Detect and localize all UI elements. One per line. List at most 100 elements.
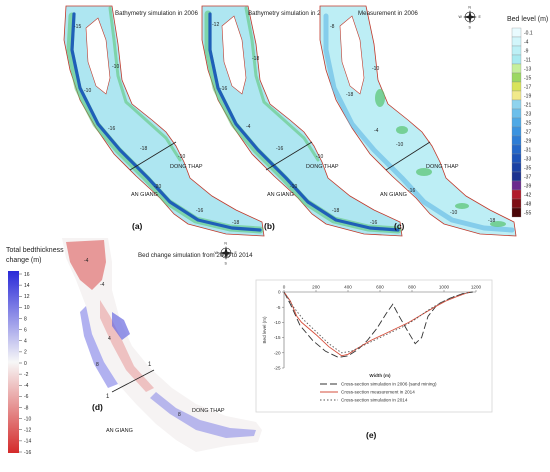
panel-b-title: Bathymetry simulation in 2014	[248, 10, 331, 17]
panel-d-label-dong-thap: DONG THAP	[192, 408, 225, 414]
chart-y-tick-label: -20	[274, 350, 281, 355]
panel-c-shoal	[375, 89, 385, 107]
thickness-tick-label: -8	[24, 405, 29, 411]
bed-level-label: -17	[524, 84, 531, 90]
bed-level-swatch	[512, 172, 521, 181]
panel-b-contour-label: -16	[220, 86, 227, 92]
bed-level-label: -48	[524, 201, 531, 207]
bed-level-label: -19	[524, 93, 531, 99]
panel-b-label-an-giang: AN GIANG	[267, 192, 294, 198]
thickness-legend-title-line-1: Total bedthickness	[6, 247, 64, 254]
bed-level-label: -42	[524, 192, 531, 198]
panel-c-contour-label: -18	[488, 218, 495, 224]
panel-d-section-start: 1	[106, 394, 110, 400]
panel-b-contour-label: -10	[290, 184, 297, 190]
panel-a-contour-label: -18	[232, 220, 239, 226]
thickness-tick-label: 10	[24, 305, 30, 311]
chart-y-axis-label: Bed level (m)	[262, 316, 267, 344]
bed-level-swatch	[512, 73, 521, 82]
panel-d-section-end: 1	[148, 362, 152, 368]
thickness-tick-label: -2	[24, 372, 29, 378]
chart-legend-label: Cross-section simulation in 2006 (sand m…	[341, 382, 437, 387]
panel-c-title: Measurement in 2006	[358, 10, 418, 17]
thickness-tick-label: 12	[24, 294, 30, 300]
thickness-tick-label: 0	[24, 361, 27, 367]
panel-c-contour-label: -8	[330, 24, 335, 30]
bed-level-label: -55	[524, 210, 531, 216]
panel-a-title: Bathymetry simulation in 2006	[115, 10, 198, 17]
panel-c-contour-label: -4	[374, 128, 379, 134]
chart-x-tick-label: 1000	[439, 285, 450, 290]
bed-level-swatch	[512, 136, 521, 145]
panel-b-contour-label: -12	[212, 22, 219, 28]
thickness-tick-label: 4	[24, 339, 27, 345]
bed-level-swatch	[512, 145, 521, 154]
bed-level-label: -39	[524, 183, 531, 189]
bed-level-label: -0.1	[524, 30, 533, 36]
chart-x-tick-label: 800	[408, 285, 416, 290]
compass-needle-icon	[463, 10, 477, 24]
panel-c-letter: (c)	[394, 221, 405, 231]
bed-level-label: -33	[524, 156, 531, 162]
bed-level-swatch	[512, 190, 521, 199]
chart-y-tick-label: -5	[276, 305, 281, 310]
panel-e-letter: (e)	[366, 430, 377, 440]
compass-rose-upper: N S E W	[459, 6, 482, 30]
panel-b-letter: (b)	[264, 221, 275, 231]
bed-level-swatch	[512, 154, 521, 163]
thickness-tick-label: 14	[24, 283, 30, 289]
bed-level-swatch	[512, 64, 521, 73]
panel-a-contour-label: -10	[84, 88, 91, 94]
panel-a-contour-label: -20	[154, 184, 161, 190]
panel-d-contour-label: -4	[84, 258, 89, 264]
panel-d-label-an-giang: AN GIANG	[106, 428, 133, 434]
thickness-legend-colorbar	[8, 271, 19, 453]
chart-x-tick-label: 600	[376, 285, 384, 290]
panel-d-letter: (d)	[92, 402, 103, 412]
bed-level-label: -25	[524, 120, 531, 126]
thickness-tick-label: -16	[24, 450, 31, 456]
thickness-legend-title-line-2: change (m)	[6, 257, 41, 264]
bed-level-swatch	[512, 82, 521, 91]
chart-legend-label: Cross-section measurement in 2014	[341, 390, 415, 395]
panel-b-contour-label: -16	[370, 220, 377, 226]
compass-north: N	[224, 242, 227, 246]
thickness-tick-label: 2	[24, 350, 27, 356]
chart-x-tick-label: 400	[344, 285, 352, 290]
panel-a-title-text: Bathymetry simulation in 2006	[115, 10, 198, 17]
bed-level-label: -37	[524, 174, 531, 180]
thickness-tick-label: 16	[24, 272, 30, 278]
chart-y-tick-label: 0	[278, 290, 281, 295]
panel-b-contour-label: -16	[276, 146, 283, 152]
bed-level-label: -13	[524, 66, 531, 72]
panel-a-contour-label: -10	[178, 154, 185, 160]
panel-c-contour-label: -16	[408, 188, 415, 194]
thickness-legend: Total bedthickness change (m) 1614121086…	[6, 247, 64, 456]
panel-c-label-dong-thap: DONG THAP	[426, 164, 459, 170]
bed-level-label: -4	[524, 39, 529, 45]
chart-y-tick-label: -25	[274, 366, 281, 371]
panel-a-contour-label: -16	[108, 126, 115, 132]
bed-level-swatch	[512, 46, 521, 55]
panel-e: 0 200 400 600 800 1000 1200 0 -5 -10 -15 -20 -25 Bed …	[256, 280, 492, 440]
panel-c-contour-label: -18	[346, 92, 353, 98]
panel-d-contour-label: 8	[96, 362, 99, 368]
panel-b-label-dong-thap: DONG THAP	[306, 164, 339, 170]
panel-b-contour-label: -4	[246, 124, 251, 130]
bed-level-swatch	[512, 118, 521, 127]
bed-level-swatch	[512, 208, 521, 217]
bed-level-legend-swatches: -0.1-4-9-11-13-15-17-19-21-23-25-27-29-3…	[512, 28, 533, 217]
panel-a-letter: (a)	[132, 221, 143, 231]
panel-c-shoal	[396, 126, 408, 134]
panel-d-contour-label: -4	[100, 282, 105, 288]
bed-level-label: -15	[524, 75, 531, 81]
bed-level-swatch	[512, 163, 521, 172]
panel-c-shoal	[455, 203, 469, 209]
thickness-tick-label: -10	[24, 416, 31, 422]
chart-y-tick-label: -10	[274, 320, 281, 325]
bed-level-label: -9	[524, 48, 529, 54]
chart-legend-label: Cross-section simulation in 2014	[341, 398, 408, 403]
thickness-legend-ticks: 1614121086420-2-4-6-8-10-12-14-16	[19, 272, 31, 456]
bed-level-swatch	[512, 127, 521, 136]
panel-c-contour-label: -10	[372, 66, 379, 72]
